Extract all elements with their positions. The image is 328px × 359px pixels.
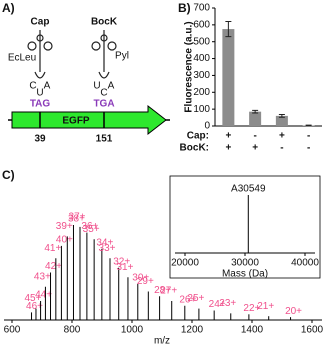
- x-tick-label: 1600: [301, 325, 324, 336]
- x-tick-label: 800: [64, 325, 81, 336]
- bar: [222, 29, 235, 127]
- peak-label: 34+: [96, 237, 113, 248]
- peak-label: 31+: [116, 262, 133, 273]
- peak-label: 35+: [83, 224, 100, 235]
- anticodon: U: [93, 81, 100, 92]
- y-tick-label: 400: [193, 53, 210, 64]
- anticodon: C: [29, 81, 36, 92]
- x-tick-label: 1200: [181, 325, 204, 336]
- condition-sign: -: [307, 143, 310, 154]
- panel-label: A): [2, 1, 15, 15]
- peak-label: 27+: [160, 286, 177, 297]
- peak-label: 45+: [24, 293, 41, 304]
- y-tick-label: 100: [193, 104, 210, 115]
- peak-label: 38+: [68, 214, 85, 225]
- anticodon: A: [44, 81, 51, 92]
- x-tick-label: 1000: [121, 325, 144, 336]
- peak-label: 22+: [243, 303, 260, 314]
- peak-label: 42+: [45, 261, 62, 272]
- panel-label: C): [2, 168, 15, 182]
- peak-label: 28+: [154, 285, 171, 296]
- condition-name: Cap:: [187, 131, 209, 142]
- condition-sign: +: [225, 143, 231, 154]
- peak-label: 25+: [187, 293, 204, 304]
- trna-name: BocK: [91, 17, 118, 28]
- y-tick-label: 300: [193, 70, 210, 81]
- peak-label: 43+: [34, 271, 51, 282]
- peak-label: 21+: [257, 301, 274, 312]
- peak-label: 37+: [69, 212, 86, 223]
- x-axis-label: m/z: [154, 336, 170, 347]
- gene-name: EGFP: [62, 116, 90, 127]
- bar: [275, 115, 288, 126]
- peak-label: 44+: [35, 290, 52, 301]
- peak-label: 36+: [81, 221, 98, 232]
- trna-icon: [27, 30, 117, 79]
- anticodon: U: [36, 88, 43, 99]
- y-tick-label: 500: [193, 36, 210, 47]
- peak-label: 41+: [44, 243, 61, 254]
- x-tick-label: 30000: [231, 258, 259, 269]
- gene-arrow: [11, 104, 167, 136]
- peak-label: 32+: [113, 256, 130, 267]
- x-tick-label: 40000: [291, 258, 319, 269]
- trna-name: Cap: [31, 17, 50, 28]
- codon-position: 151: [96, 134, 113, 145]
- condition-sign: -: [253, 131, 256, 142]
- x-tick-label: 600: [4, 325, 21, 336]
- trna-label: EcLeu: [8, 53, 36, 64]
- condition-sign: +: [279, 131, 285, 142]
- error-bar: [305, 124, 312, 127]
- peak-label: 46+: [26, 301, 43, 312]
- panel-label: B): [178, 1, 191, 15]
- codon: TGA: [93, 99, 114, 110]
- x-tick-label: 20000: [171, 258, 199, 269]
- condition-sign: +: [225, 131, 231, 142]
- codon-position: 39: [34, 134, 46, 145]
- error-bar: [278, 114, 285, 118]
- trna-label: Pyl: [115, 51, 129, 62]
- peak-label: 29+: [137, 276, 154, 287]
- codon: TAG: [30, 99, 51, 110]
- x-tick-label: 1400: [241, 325, 264, 336]
- condition-sign: -: [280, 143, 283, 154]
- y-axis-label: Fluorescence (a.u.): [184, 21, 195, 112]
- y-tick-label: 200: [193, 87, 210, 98]
- anticodon: C: [100, 88, 107, 99]
- peak-label: 20+: [285, 306, 302, 317]
- y-tick-label: 0: [204, 121, 210, 132]
- peak-label: 26+: [179, 294, 196, 305]
- x-axis-label: Mass (Da): [222, 269, 268, 280]
- condition-sign: -: [307, 131, 310, 142]
- peak-label: 40+: [56, 235, 73, 246]
- peak-label: 23+: [219, 298, 236, 309]
- anticodon: A: [108, 81, 115, 92]
- peak-label: 24+: [209, 299, 226, 310]
- peak-label: 39+: [56, 221, 73, 232]
- condition-sign: +: [252, 143, 258, 154]
- error-bar: [252, 109, 259, 114]
- error-bar: [225, 20, 232, 38]
- peak-label: 33+: [99, 243, 116, 254]
- bar: [249, 111, 262, 126]
- inset-frame: [169, 175, 321, 279]
- y-tick-label: 700: [193, 3, 210, 14]
- peak-label: 30+: [132, 273, 149, 284]
- peak-label: A30549: [231, 184, 266, 195]
- y-tick-label: 600: [193, 19, 210, 30]
- condition-name: BocK:: [180, 143, 209, 154]
